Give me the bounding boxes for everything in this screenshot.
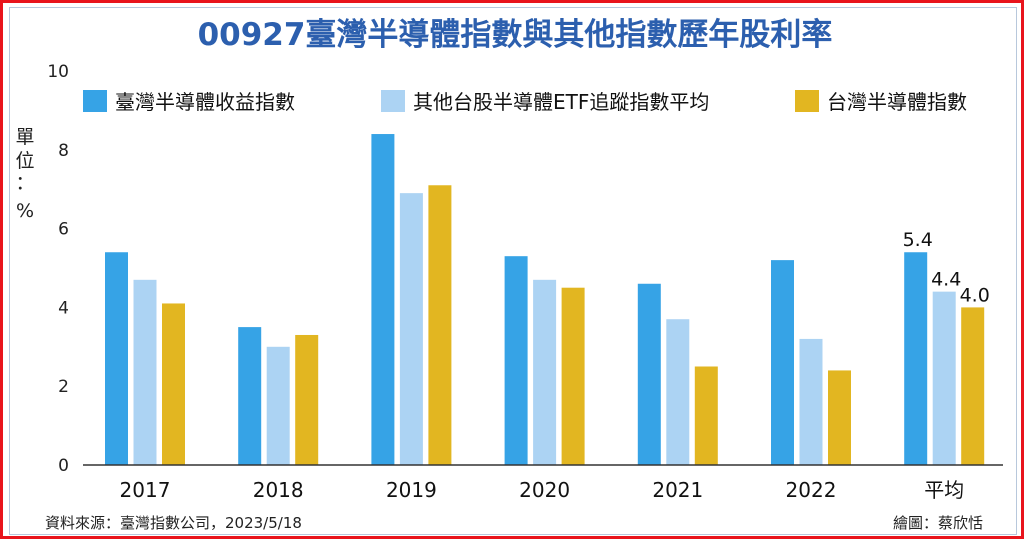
- bar-2021-series-1: [666, 319, 690, 465]
- x-tick-label: 2018: [253, 478, 304, 502]
- legend-swatch: [83, 90, 107, 112]
- bar-2017-series-0: [105, 252, 128, 465]
- bar-chart: 00927臺灣半導體指數與其他指數歷年股利率 單 位 ： % 0 2 4 6 8 10 2…: [15, 17, 1003, 532]
- bar-2018-series-0: [238, 327, 262, 465]
- y-tick-label: 6: [58, 220, 69, 240]
- x-tick-label: 平均: [924, 478, 964, 502]
- legend-label: 臺灣半導體收益指數: [115, 90, 295, 114]
- y-axis-unit-label: 單 位 ： %: [15, 126, 34, 222]
- bar-2019-series-1: [399, 193, 423, 465]
- x-tick-label: 2020: [519, 478, 570, 502]
- chart-title: 00927臺灣半導體指數與其他指數歷年股利率: [198, 17, 833, 53]
- x-tick-label: 2019: [386, 478, 437, 502]
- unit-char: %: [16, 200, 34, 222]
- bar-平均-series-1: [932, 291, 956, 465]
- y-tick-label: 0: [58, 456, 69, 476]
- bar-2020-series-2: [561, 287, 585, 465]
- x-tick-label: 2021: [652, 478, 703, 502]
- legend-swatch: [381, 90, 405, 112]
- bar-平均-series-0: [904, 252, 928, 465]
- x-tick-label: 2022: [786, 478, 837, 502]
- source-note: 資料來源：臺灣指數公司，2023/5/18: [45, 514, 302, 532]
- legend-label: 台灣半導體指數: [827, 90, 967, 114]
- bar-2022-series-2: [828, 370, 851, 465]
- y-tick-label: 4: [58, 298, 69, 318]
- bar-2021-series-2: [694, 366, 718, 465]
- data-label: 4.0: [960, 284, 990, 306]
- data-label: 5.4: [903, 229, 933, 251]
- bar-2022-series-0: [771, 260, 794, 465]
- legend-label: 其他台股半導體ETF追蹤指數平均: [413, 90, 709, 114]
- bar-2017-series-2: [162, 303, 185, 465]
- bar-2020-series-0: [504, 256, 528, 465]
- unit-char: ：: [15, 172, 34, 194]
- bar-2019-series-2: [428, 185, 452, 465]
- bar-2019-series-0: [371, 134, 395, 466]
- y-tick-label: 8: [58, 141, 69, 161]
- bar-2020-series-1: [533, 279, 557, 465]
- credit-note: 繪圖：蔡欣恬: [893, 514, 983, 532]
- y-tick-label: 2: [58, 377, 69, 397]
- legend-swatch: [795, 90, 819, 112]
- bar-平均-series-2: [961, 307, 985, 465]
- bar-2018-series-1: [266, 346, 290, 465]
- bar-2021-series-0: [637, 283, 661, 465]
- y-tick-label: 10: [47, 62, 69, 82]
- unit-char: 位: [15, 150, 34, 172]
- data-label: 4.4: [931, 269, 961, 291]
- bar-2022-series-1: [799, 338, 823, 465]
- unit-char: 單: [15, 126, 34, 148]
- bar-2018-series-2: [295, 334, 319, 465]
- bar-2017-series-1: [133, 279, 157, 465]
- x-tick-label: 2017: [120, 478, 171, 502]
